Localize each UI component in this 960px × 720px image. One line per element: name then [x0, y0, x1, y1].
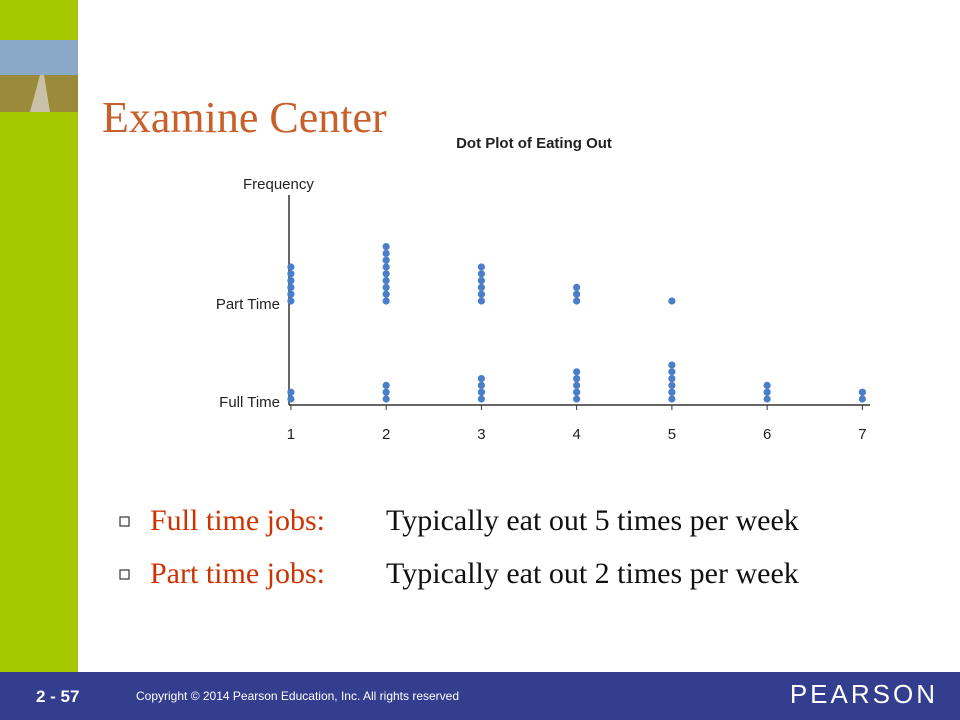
dot [382, 381, 390, 389]
dot [573, 283, 581, 291]
dot [287, 388, 295, 396]
bullet-marker [119, 569, 130, 580]
dot [382, 243, 390, 251]
y-tick-label: Full Time [219, 394, 280, 411]
bullet-label: Full time jobs: [150, 504, 325, 537]
dot [477, 395, 485, 403]
footer-bar [0, 672, 960, 720]
dot [287, 263, 295, 271]
thumbnail [0, 40, 78, 112]
y-tick-label: Part Time [216, 296, 280, 313]
copyright: Copyright © 2014 Pearson Education, Inc.… [136, 689, 459, 703]
dot [382, 277, 390, 285]
dot [382, 270, 390, 278]
dot [287, 277, 295, 285]
dot [763, 388, 771, 396]
bullet: Part time jobs: Typically eat out 2 times… [150, 557, 799, 590]
dot [477, 277, 485, 285]
dot [382, 395, 390, 403]
dot [477, 263, 485, 271]
dot [858, 388, 866, 396]
dot [477, 375, 485, 383]
dot [382, 263, 390, 271]
dot [382, 249, 390, 257]
bullet: Full time jobs: Typically eat out 5 times… [150, 504, 799, 537]
dot [573, 375, 581, 383]
dot [477, 283, 485, 291]
page-number: 2 - 57 [36, 687, 79, 706]
dot [858, 395, 866, 403]
bullet-text: Typically eat out 5 times per week [386, 504, 799, 537]
x-tick-label: 1 [287, 426, 295, 443]
slide-title: Examine Center [102, 93, 387, 142]
dot [668, 375, 676, 383]
x-tick-label: 7 [858, 426, 866, 443]
dot [477, 381, 485, 389]
dot [668, 361, 676, 369]
bullet-marker [119, 516, 130, 527]
bullet-label: Part time jobs: [150, 557, 325, 590]
dot [573, 395, 581, 403]
bullet-text: Typically eat out 2 times per week [386, 557, 799, 590]
dot [573, 388, 581, 396]
x-tick-label: 3 [477, 426, 485, 443]
dot [573, 297, 581, 305]
dot [763, 381, 771, 389]
dot [573, 381, 581, 389]
dot [477, 270, 485, 278]
dot [573, 290, 581, 298]
dot [763, 395, 771, 403]
x-tick-label: 5 [668, 426, 676, 443]
dot [573, 368, 581, 376]
dot [477, 297, 485, 305]
dot [668, 395, 676, 403]
dot [382, 256, 390, 264]
x-tick-label: 4 [572, 426, 580, 443]
dot [477, 290, 485, 298]
dot [287, 270, 295, 278]
dot [382, 388, 390, 396]
dot [382, 283, 390, 291]
x-tick-label: 6 [763, 426, 771, 443]
dot [287, 297, 295, 305]
dot [287, 283, 295, 291]
dot [477, 388, 485, 396]
dot [668, 368, 676, 376]
dot [382, 290, 390, 298]
dot [287, 290, 295, 298]
dot [382, 297, 390, 305]
dot [668, 297, 676, 305]
dot [668, 388, 676, 396]
brand: PEARSON [790, 679, 938, 709]
dot [287, 395, 295, 403]
chart-title: Dot Plot of Eating Out [456, 135, 612, 152]
x-tick-label: 2 [382, 426, 390, 443]
dot [668, 381, 676, 389]
y-label: Frequency [243, 176, 314, 193]
